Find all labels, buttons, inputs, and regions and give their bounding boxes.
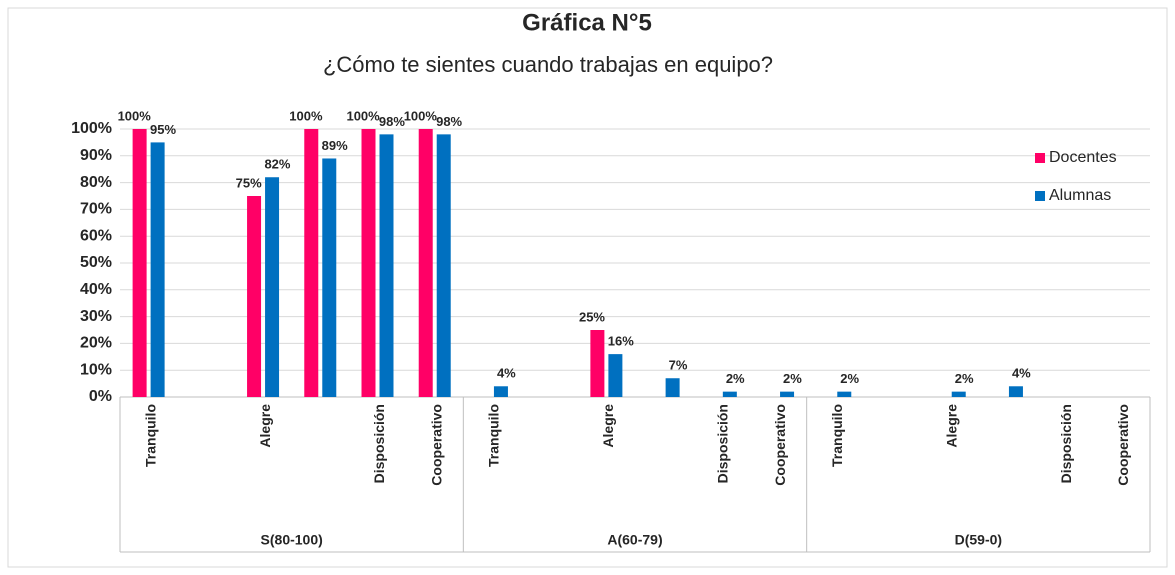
y-tick-label: 30%: [80, 308, 112, 325]
bar: [132, 129, 147, 397]
chart-frame: [7, 7, 1168, 568]
x-tick-label: Cooperativo: [428, 404, 444, 486]
data-label: 95%: [150, 122, 176, 137]
chart-title: Gráfica N°5: [522, 9, 652, 36]
group-label: S(80-100): [261, 532, 323, 548]
y-tick-label: 10%: [80, 361, 112, 378]
data-label: 2%: [840, 371, 859, 386]
y-tick-label: 90%: [80, 147, 112, 164]
bar: [837, 391, 852, 397]
bar: [493, 386, 508, 397]
bar: [322, 158, 337, 397]
data-label: 89%: [322, 138, 348, 153]
data-label: 98%: [379, 114, 405, 129]
legend-label: Docentes: [1049, 149, 1117, 166]
x-tick-label: Disposición: [371, 404, 387, 483]
y-tick-label: 100%: [71, 120, 112, 137]
data-label: 7%: [669, 358, 688, 373]
x-tick-label: Disposición: [715, 404, 731, 483]
x-tick-label: Alegre: [257, 404, 273, 448]
data-label: 2%: [783, 371, 802, 386]
y-tick-label: 70%: [80, 201, 112, 218]
y-tick-label: 40%: [80, 281, 112, 298]
bar: [436, 134, 451, 398]
group-label: A(60-79): [607, 532, 662, 548]
legend-swatch: [1035, 153, 1045, 163]
bar: [951, 391, 966, 397]
bar: [247, 196, 262, 397]
data-label: 4%: [1012, 366, 1031, 381]
data-label: 4%: [497, 366, 516, 381]
data-label: 100%: [404, 108, 438, 123]
data-label: 2%: [726, 371, 745, 386]
bar: [304, 129, 319, 397]
data-label: 100%: [118, 108, 152, 123]
y-tick-label: 80%: [80, 174, 112, 191]
y-tick-label: 20%: [80, 335, 112, 352]
y-tick-label: 0%: [89, 388, 112, 405]
x-tick-label: Tranquilo: [829, 404, 845, 467]
legend-label: Alumnas: [1049, 187, 1111, 204]
bar: [379, 134, 394, 398]
x-tick-label: Cooperativo: [1115, 404, 1131, 486]
bar: [150, 142, 165, 397]
data-label: 100%: [289, 108, 323, 123]
bar: [361, 129, 376, 397]
x-tick-label: Alegre: [943, 404, 959, 448]
x-tick-label: Disposición: [1058, 404, 1074, 483]
x-tick-label: Tranquilo: [142, 404, 158, 467]
bar: [418, 129, 433, 397]
data-label: 100%: [346, 108, 380, 123]
data-label: 82%: [264, 157, 290, 172]
data-label: 2%: [955, 371, 974, 386]
bar: [608, 354, 623, 397]
x-tick-label: Alegre: [600, 404, 616, 448]
legend-swatch: [1035, 191, 1045, 201]
data-label: 75%: [236, 175, 262, 190]
bar: [1008, 386, 1023, 397]
bar: [780, 391, 795, 397]
group-label: D(59-0): [955, 532, 1002, 548]
bar: [665, 378, 680, 397]
y-tick-label: 60%: [80, 227, 112, 244]
x-tick-label: Cooperativo: [772, 404, 788, 486]
bar: [265, 177, 280, 397]
x-tick-label: Tranquilo: [486, 404, 502, 467]
chart-subtitle: ¿Cómo te sientes cuando trabajas en equi…: [323, 52, 773, 77]
data-label: 98%: [436, 114, 462, 129]
bar: [590, 330, 605, 397]
bar: [722, 391, 737, 397]
data-label: 25%: [579, 309, 605, 324]
y-tick-label: 50%: [80, 254, 112, 271]
data-label: 16%: [608, 334, 634, 349]
